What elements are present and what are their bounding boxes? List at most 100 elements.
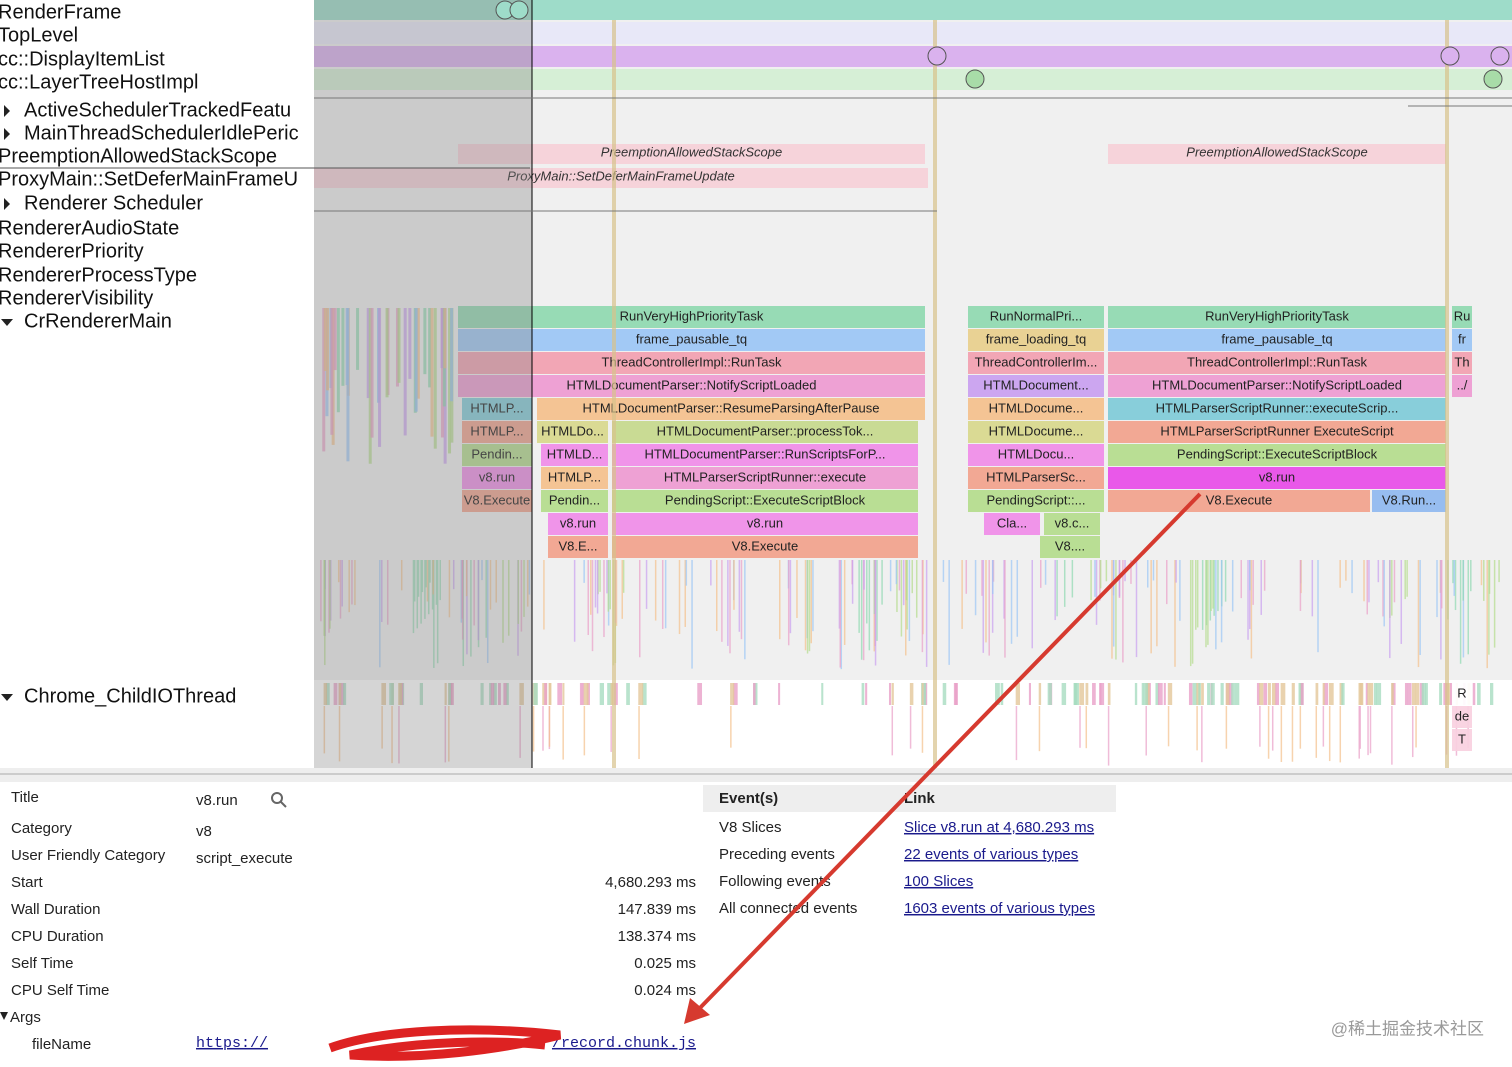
slice[interactable] [1452,729,1472,751]
sample [1436,560,1438,618]
detail-key: Self Time [11,955,74,972]
slice[interactable] [1108,352,1446,374]
slice[interactable] [1452,375,1472,397]
slice[interactable] [1372,490,1446,512]
slice[interactable] [612,444,918,466]
slice-label: HTMLDocume... [989,400,1084,415]
event-link[interactable]: 1603 events of various types [904,900,1095,917]
slice[interactable] [1452,352,1472,374]
io-sample [1107,683,1111,705]
detail-value: v8 [196,823,212,840]
slice[interactable] [1040,536,1100,558]
io-sample [1449,683,1453,705]
slice[interactable] [1108,329,1446,351]
sample [324,560,326,666]
search-icon[interactable] [280,801,287,808]
slice[interactable] [1108,444,1446,466]
sample [1454,560,1457,611]
slice[interactable] [612,490,918,512]
slice[interactable] [612,467,918,489]
slice[interactable] [458,375,925,397]
io-sample [1192,683,1198,705]
slice[interactable] [1108,467,1446,489]
slice[interactable] [1108,375,1446,397]
slice[interactable] [458,352,925,374]
slice[interactable] [462,398,532,420]
slice[interactable] [458,329,925,351]
event-link[interactable]: 22 events of various types [904,846,1078,863]
sample [414,308,418,412]
slice[interactable] [968,352,1104,374]
expander[interactable] [1,694,13,701]
slice[interactable] [612,513,918,535]
slice[interactable] [541,444,608,466]
slice[interactable] [968,444,1104,466]
slice[interactable] [537,398,925,420]
args-expander[interactable] [0,1012,8,1020]
slice[interactable] [541,467,608,489]
expander[interactable] [4,128,10,140]
io-sample [1047,683,1052,705]
slice[interactable] [1108,490,1370,512]
io-sample [532,706,535,752]
slice[interactable] [612,421,918,443]
async-slice[interactable] [458,144,925,164]
file-url[interactable]: /record.chunk.js [552,1035,696,1052]
expander[interactable] [1,319,13,326]
async-slice[interactable] [1108,144,1446,164]
slice[interactable] [1452,306,1472,328]
slice[interactable] [1044,513,1100,535]
sample [838,560,841,629]
slice[interactable] [541,490,608,512]
slice[interactable] [968,490,1104,512]
slice[interactable] [537,421,608,443]
slice[interactable] [612,536,918,558]
slice[interactable] [1452,706,1472,728]
io-sample [1323,683,1329,705]
slice[interactable] [462,421,532,443]
io-sample [341,683,345,705]
slice[interactable] [968,375,1104,397]
slice[interactable] [1452,683,1472,705]
slice[interactable] [1452,329,1472,351]
io-sample [1322,683,1325,705]
slice[interactable] [968,421,1104,443]
slice-label: frame_pausable_tq [1221,331,1332,346]
slice[interactable] [1108,306,1446,328]
sample [1220,560,1223,643]
slice[interactable] [968,398,1104,420]
slice[interactable] [462,444,532,466]
sample [473,560,475,626]
slice[interactable] [1108,421,1446,443]
slice[interactable] [458,306,925,328]
expander[interactable] [4,198,10,210]
slice[interactable] [548,513,608,535]
sample [421,560,424,593]
sample [1345,560,1347,581]
io-sample [1188,683,1193,705]
io-sample [942,683,947,705]
sample [727,560,729,646]
slice[interactable] [968,329,1104,351]
file-url[interactable]: https:// [196,1035,268,1052]
label-panel [0,0,313,768]
expander[interactable] [4,105,10,117]
slice[interactable] [462,490,532,512]
io-sample [1421,683,1426,705]
slice[interactable] [462,467,532,489]
sample [526,560,529,607]
slice[interactable] [984,513,1040,535]
event-link[interactable]: 100 Slices [904,873,973,890]
slice[interactable] [968,306,1104,328]
async-slice[interactable] [314,168,928,188]
event-link[interactable]: Slice v8.run at 4,680.293 ms [904,819,1094,836]
sample [336,308,340,413]
io-sample [398,683,403,705]
slice[interactable] [1108,398,1446,420]
io-sample [642,683,647,705]
search-icon[interactable] [271,792,283,804]
slice[interactable] [548,536,608,558]
sample [330,308,334,435]
sample [1383,560,1385,627]
slice[interactable] [968,467,1104,489]
